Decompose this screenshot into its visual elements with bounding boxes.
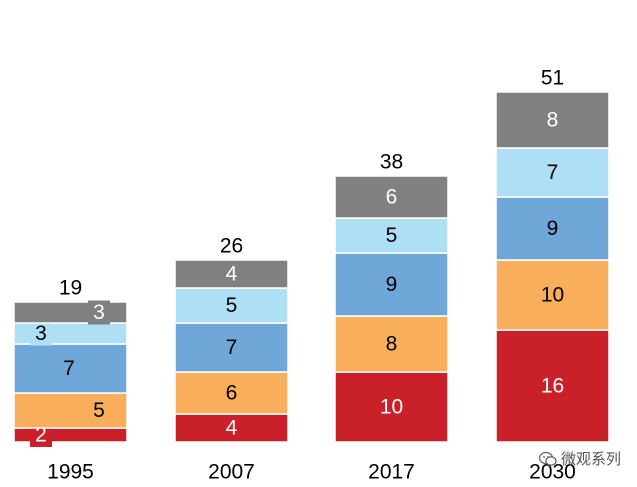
bar-segment-2030-series-5 <box>495 91 610 149</box>
bar-segment-2030-series-3 <box>495 196 610 261</box>
x-tick-label-2017: 2017 <box>368 461 415 484</box>
bar-segment-2017-series-5 <box>334 175 449 219</box>
data-label-2030-series-3: 9 <box>547 217 559 240</box>
total-label-1995: 19 <box>59 277 82 300</box>
data-label-2030-series-4: 7 <box>547 161 559 184</box>
data-label-2007-series-3: 7 <box>226 336 238 359</box>
data-label-2017-series-5: 6 <box>386 186 398 209</box>
bar-segment-2017-series-1 <box>334 371 449 443</box>
data-label-badge-1995-series-4 <box>30 321 52 346</box>
data-label-2017-series-3: 9 <box>386 273 398 296</box>
bar-segment-2030-series-4 <box>495 147 610 198</box>
bar-segment-2030-series-1 <box>495 329 610 443</box>
data-label-2030-series-2: 10 <box>541 284 564 307</box>
data-label-2007-series-5: 4 <box>226 263 238 286</box>
x-tick-label-2007: 2007 <box>208 461 255 484</box>
data-label-2030-series-5: 8 <box>547 109 559 132</box>
data-label-1995-series-4: 3 <box>35 322 47 345</box>
bar-segment-2017-series-4 <box>334 217 449 254</box>
total-label-2030: 51 <box>541 67 564 90</box>
bar-segment-2017-series-3 <box>334 252 449 317</box>
bar-segment-1995-series-5 <box>13 301 128 324</box>
bar-segment-2030-series-2 <box>495 259 610 331</box>
data-label-1995-series-1: 2 <box>35 424 47 447</box>
total-label-2017: 38 <box>380 151 403 174</box>
bar-segment-2007-series-5 <box>174 259 289 289</box>
chat-bubble-icon <box>538 451 557 466</box>
bar-segment-1995-series-3 <box>13 343 128 394</box>
data-label-2007-series-2: 6 <box>226 382 238 405</box>
data-label-1995-series-5: 3 <box>93 301 105 324</box>
data-label-2030-series-1: 16 <box>541 375 564 398</box>
data-label-1995-series-2: 5 <box>93 399 105 422</box>
x-tick-label-2030: 2030 <box>529 461 576 484</box>
x-tick-label-1995: 1995 <box>47 461 94 484</box>
data-label-2007-series-1: 4 <box>226 417 238 440</box>
data-label-2017-series-1: 10 <box>380 396 403 419</box>
data-label-badge-1995-series-5 <box>88 300 110 325</box>
total-label-2007: 26 <box>220 235 243 258</box>
bar-segment-2007-series-4 <box>174 287 289 324</box>
watermark-text: 微观系列 <box>560 451 621 468</box>
bar-segment-2017-series-2 <box>334 315 449 373</box>
bar-segment-2007-series-1 <box>174 413 289 443</box>
data-label-1995-series-3: 7 <box>63 357 75 380</box>
data-label-badge-1995-series-1 <box>30 423 52 447</box>
bar-segment-2007-series-3 <box>174 322 289 373</box>
bar-segment-2007-series-2 <box>174 371 289 415</box>
data-label-2017-series-2: 8 <box>386 333 398 356</box>
bar-segment-1995-series-2 <box>13 392 128 429</box>
watermark: 微观系列 <box>538 448 621 469</box>
data-label-2017-series-4: 5 <box>386 224 398 247</box>
data-label-2007-series-4: 5 <box>226 294 238 317</box>
